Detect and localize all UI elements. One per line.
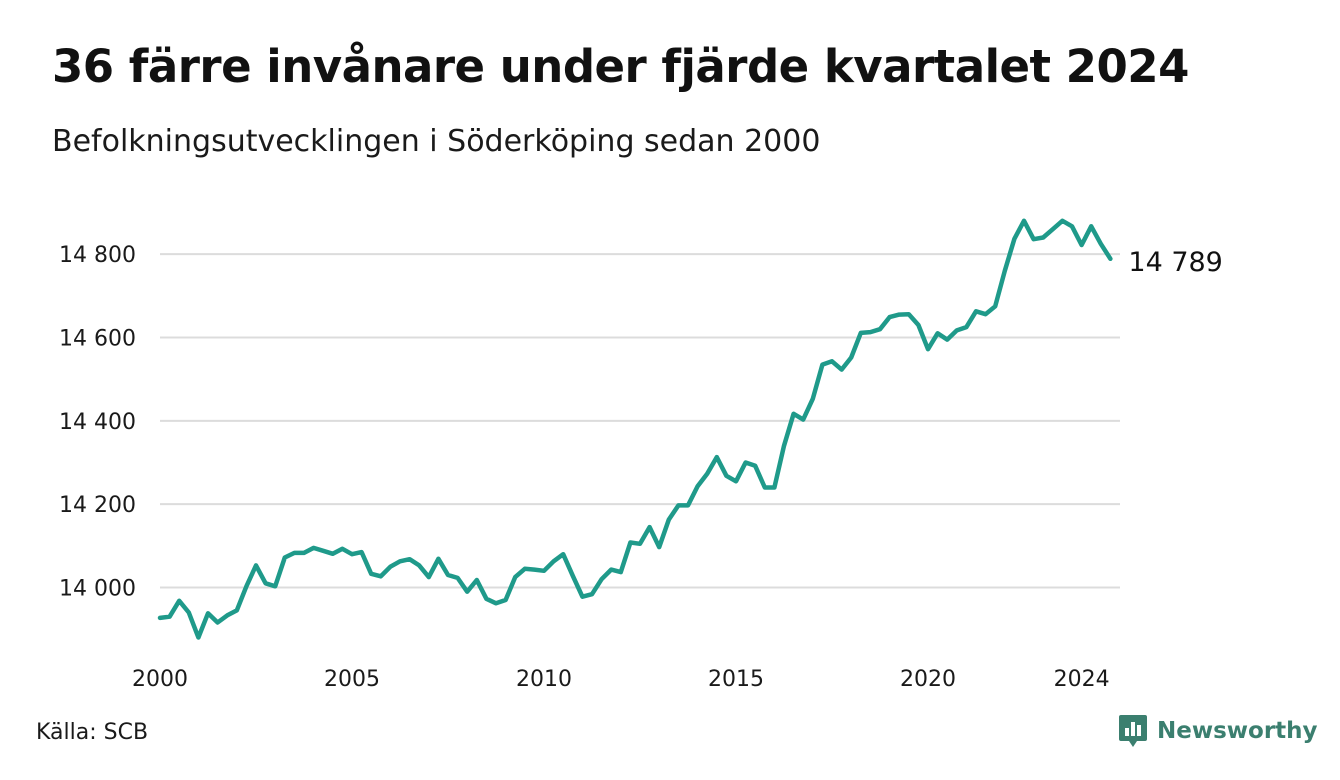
y-tick-label: 14 200	[59, 493, 136, 518]
x-tick-label: 2020	[900, 667, 956, 692]
end-value-label: 14 789	[1128, 247, 1222, 278]
y-tick-label: 14 600	[59, 327, 136, 352]
source-note: Källa: SCB	[36, 720, 149, 745]
x-tick-label: 2010	[516, 667, 572, 692]
y-tick-label: 14 400	[59, 410, 136, 435]
annotation-layer: 14 789	[1128, 247, 1222, 278]
x-axis-ticks: 2000 2005 2010 2015 2020 2024	[132, 667, 1110, 692]
chart-title: 36 färre invånare under fjärde kvartalet…	[52, 40, 1189, 93]
series-layer	[157, 218, 1113, 640]
x-tick-label: 2024	[1054, 667, 1110, 692]
y-axis-ticks: 14 000 14 200 14 400 14 600 14 800	[59, 243, 136, 601]
newsworthy-logo-icon	[1119, 715, 1147, 747]
y-tick-label: 14 000	[59, 577, 136, 602]
brand-logo[interactable]: Newsworthy	[1118, 714, 1318, 748]
chart-subtitle: Befolkningsutvecklingen i Söderköping se…	[52, 124, 821, 159]
y-tick-label: 14 800	[59, 243, 136, 268]
brand-name: Newsworthy	[1157, 718, 1318, 744]
x-tick-label: 2000	[132, 667, 188, 692]
series-line	[157, 218, 1113, 640]
x-tick-label: 2005	[324, 667, 380, 692]
x-tick-label: 2015	[708, 667, 764, 692]
gridlines	[160, 253, 1120, 589]
